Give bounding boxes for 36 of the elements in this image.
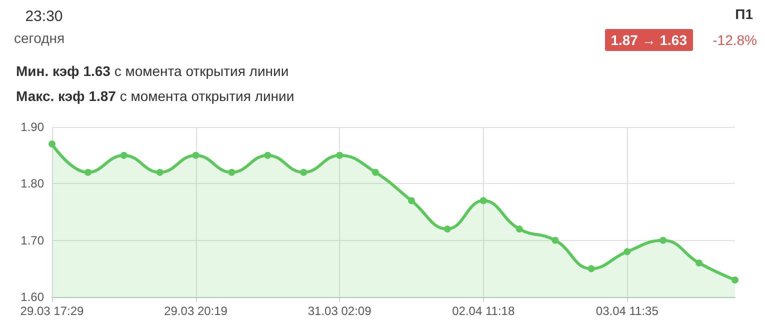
point xyxy=(660,236,667,244)
point xyxy=(48,140,56,148)
x-tick-label: 02.04 11:18 xyxy=(452,304,515,318)
text: Мин. кэф 1.63 с момента открытия линии xyxy=(16,63,289,79)
x-tick-label: 03.04 11:35 xyxy=(596,304,659,318)
x-tick-label: 31.03 02:09 xyxy=(308,304,372,318)
y-tick-label: 1.70 xyxy=(20,233,44,248)
point xyxy=(264,152,272,159)
point xyxy=(408,197,415,204)
point xyxy=(696,260,703,266)
text: Макс. кэф 1.87 с момента открытия линии xyxy=(16,88,294,104)
text: сегодня xyxy=(14,30,65,46)
point xyxy=(480,197,487,204)
text: П1 xyxy=(735,6,753,22)
point xyxy=(156,168,164,176)
point xyxy=(516,226,523,232)
point xyxy=(552,236,559,244)
point xyxy=(588,265,595,272)
point xyxy=(444,226,451,232)
x-tick-label: 29.03 20:19 xyxy=(164,304,228,318)
y-tick-label: 1.90 xyxy=(20,120,44,134)
x-tick-label: 29.03 17:29 xyxy=(20,304,84,318)
y-tick-label: 1.80 xyxy=(20,176,44,191)
point xyxy=(120,152,128,159)
text: 23:30 xyxy=(24,8,64,25)
text: 1.87 → 1.63 xyxy=(604,29,693,51)
point xyxy=(192,152,200,159)
text: -12.8% xyxy=(712,32,757,48)
point xyxy=(84,168,92,176)
point xyxy=(336,152,344,159)
point xyxy=(624,248,631,256)
point xyxy=(300,168,308,176)
point xyxy=(372,168,380,176)
y-tick-label: 1.60 xyxy=(20,290,44,304)
point xyxy=(732,276,738,284)
point xyxy=(228,168,236,176)
